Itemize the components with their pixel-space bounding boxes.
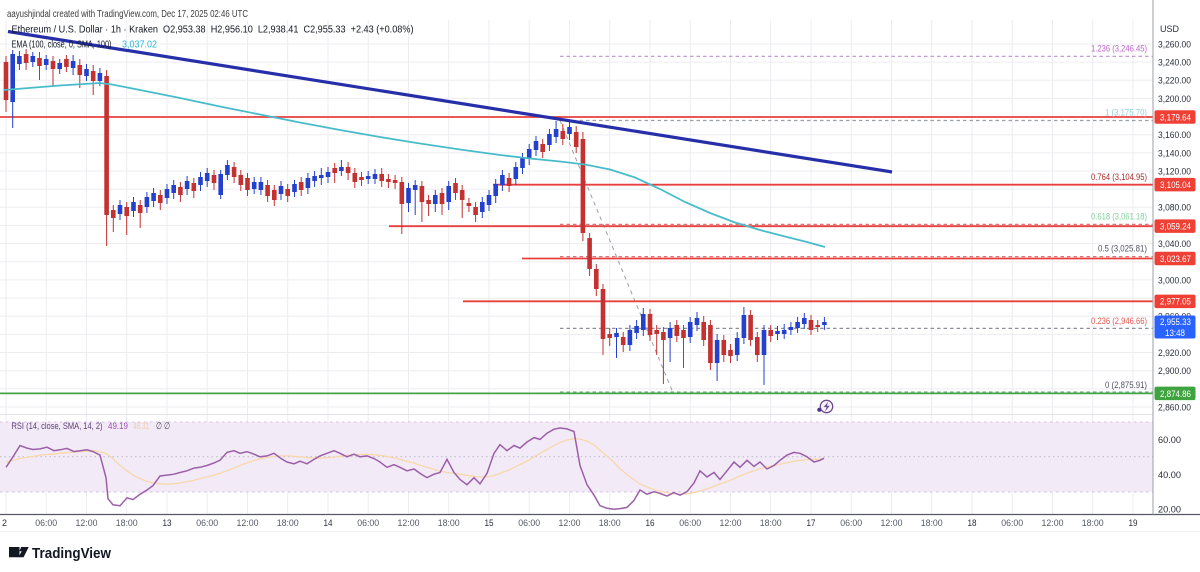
svg-text:12:00: 12:00 <box>881 518 903 528</box>
svg-text:1 (3,175.70): 1 (3,175.70) <box>1105 108 1147 118</box>
svg-text:TradingView: TradingView <box>32 546 112 562</box>
svg-text:12:00: 12:00 <box>398 518 420 528</box>
svg-text:2,874.86: 2,874.86 <box>1160 389 1191 399</box>
svg-text:2,977.05: 2,977.05 <box>1160 297 1191 307</box>
svg-text:12:00: 12:00 <box>559 518 581 528</box>
svg-text:3,240.00: 3,240.00 <box>1158 58 1191 68</box>
svg-text:0 (2,875.91): 0 (2,875.91) <box>1105 380 1147 390</box>
svg-text:2: 2 <box>2 518 7 528</box>
svg-text:3,059.24: 3,059.24 <box>1160 222 1191 232</box>
svg-text:EMA (100, close, 0, SMA, 100): EMA (100, close, 0, SMA, 100) <box>12 40 112 51</box>
svg-text:0.236 (2,946.66): 0.236 (2,946.66) <box>1091 316 1147 326</box>
svg-text:19: 19 <box>1129 518 1138 528</box>
svg-text:12:00: 12:00 <box>1042 518 1064 528</box>
svg-text:17: 17 <box>807 518 816 528</box>
svg-text:13: 13 <box>163 518 172 528</box>
svg-text:06:00: 06:00 <box>840 518 862 528</box>
svg-text:12:00: 12:00 <box>237 518 259 528</box>
svg-text:3,220.00: 3,220.00 <box>1158 76 1191 86</box>
svg-text:18:00: 18:00 <box>438 518 460 528</box>
svg-text:0.618 (3,061.18): 0.618 (3,061.18) <box>1091 212 1147 222</box>
svg-text:13:48: 13:48 <box>1165 328 1185 338</box>
svg-text:06:00: 06:00 <box>196 518 218 528</box>
svg-text:2,920.00: 2,920.00 <box>1158 348 1191 358</box>
svg-text:∅ ∅: ∅ ∅ <box>156 421 170 432</box>
svg-text:aayushjindal created with Trad: aayushjindal created with TradingView.co… <box>7 9 248 20</box>
svg-text:3,000.00: 3,000.00 <box>1158 275 1191 285</box>
svg-text:0.5 (3,025.81): 0.5 (3,025.81) <box>1098 244 1147 254</box>
svg-text:49.19: 49.19 <box>108 421 128 432</box>
svg-text:18: 18 <box>968 518 977 528</box>
svg-text:20.00: 20.00 <box>1158 505 1181 515</box>
svg-text:16: 16 <box>646 518 655 528</box>
svg-text:15: 15 <box>485 518 494 528</box>
svg-text:2,860.00: 2,860.00 <box>1158 402 1191 412</box>
svg-text:3,120.00: 3,120.00 <box>1158 166 1191 176</box>
svg-text:06:00: 06:00 <box>518 518 540 528</box>
svg-text:3,040.00: 3,040.00 <box>1158 239 1191 249</box>
svg-text:0.764 (3,104.95): 0.764 (3,104.95) <box>1091 172 1147 182</box>
svg-text:18:00: 18:00 <box>1082 518 1104 528</box>
svg-text:12:00: 12:00 <box>720 518 742 528</box>
svg-text:06:00: 06:00 <box>357 518 379 528</box>
svg-text:1.236 (3,246.45): 1.236 (3,246.45) <box>1091 44 1147 54</box>
svg-text:RSI (14, close, SMA, 14, 2): RSI (14, close, SMA, 14, 2) <box>12 421 103 432</box>
svg-text:14: 14 <box>324 518 333 528</box>
svg-text:06:00: 06:00 <box>35 518 57 528</box>
svg-text:Ethereum / U.S. Dollar · 1h ·: Ethereum / U.S. Dollar · 1h · Kraken O2,… <box>12 25 414 36</box>
svg-text:48.31: 48.31 <box>133 421 149 432</box>
svg-text:40.00: 40.00 <box>1158 470 1181 480</box>
svg-text:06:00: 06:00 <box>1001 518 1023 528</box>
svg-text:18:00: 18:00 <box>116 518 138 528</box>
svg-text:3,200.00: 3,200.00 <box>1158 94 1191 104</box>
svg-text:18:00: 18:00 <box>277 518 299 528</box>
svg-text:2,900.00: 2,900.00 <box>1158 366 1191 376</box>
svg-text:06:00: 06:00 <box>679 518 701 528</box>
svg-text:18:00: 18:00 <box>599 518 621 528</box>
svg-text:3,160.00: 3,160.00 <box>1158 130 1191 140</box>
svg-text:3,140.00: 3,140.00 <box>1158 148 1191 158</box>
svg-text:12:00: 12:00 <box>76 518 98 528</box>
svg-text:3,105.04: 3,105.04 <box>1160 180 1191 190</box>
svg-text:3,179.64: 3,179.64 <box>1160 112 1191 122</box>
svg-text:3,023.67: 3,023.67 <box>1160 254 1191 264</box>
svg-text:3,080.00: 3,080.00 <box>1158 203 1191 213</box>
svg-text:3,260.00: 3,260.00 <box>1158 39 1191 49</box>
svg-text:18:00: 18:00 <box>921 518 943 528</box>
svg-text:USD: USD <box>1160 24 1179 34</box>
svg-text:3,037.02: 3,037.02 <box>122 40 157 51</box>
svg-text:18:00: 18:00 <box>760 518 782 528</box>
svg-text:2,955.33: 2,955.33 <box>1160 317 1191 327</box>
svg-text:60.00: 60.00 <box>1158 435 1181 445</box>
